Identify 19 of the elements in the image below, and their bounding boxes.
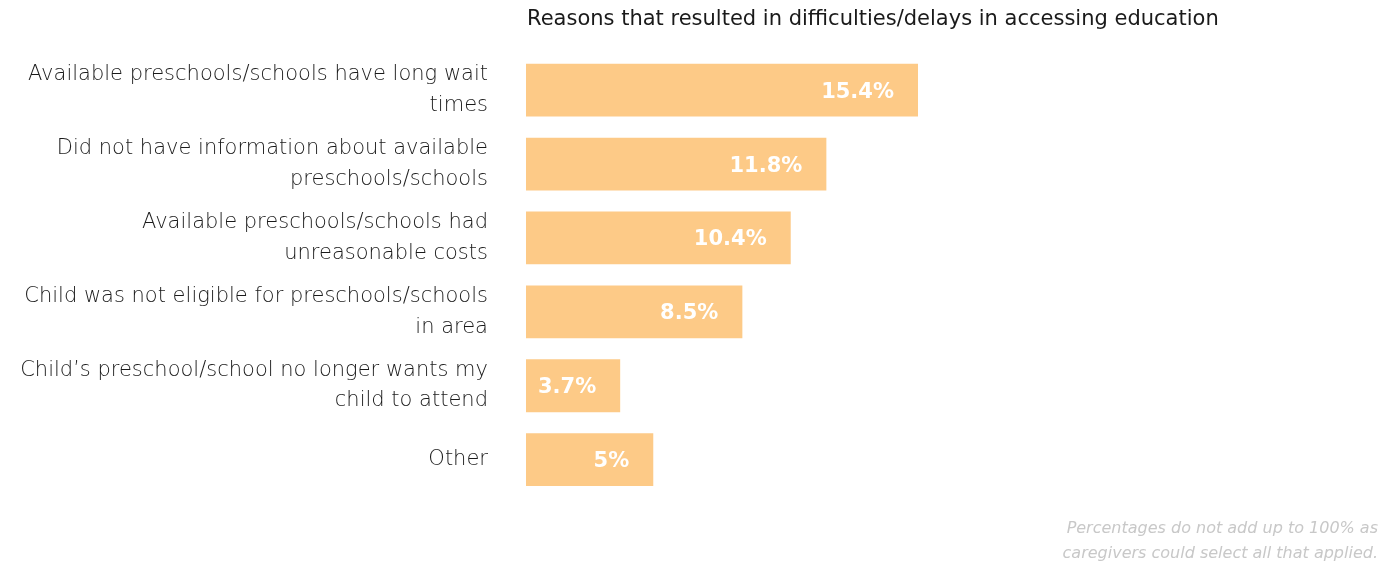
- data-label: 11.8%: [729, 152, 803, 177]
- y-tick-label: Available preschools/schools had unreasonable costs: [142, 209, 488, 264]
- chart-title: Reasons that resulted in difficulties/delays in accessing education: [527, 6, 1219, 30]
- y-tick-label: Child was not eligible for preschools/schools in area: [24, 283, 488, 338]
- y-tick-label: Other: [428, 446, 489, 471]
- bar: [526, 137, 827, 191]
- bar: [526, 433, 654, 487]
- data-label: 5%: [593, 448, 630, 473]
- data-label: 3.7%: [537, 374, 597, 399]
- bar: [526, 211, 791, 265]
- bar: [526, 359, 621, 413]
- bar: [526, 285, 743, 339]
- y-tick-label: Child’s preschool/school no longer wants my child to attend: [20, 356, 488, 412]
- data-label: 10.4%: [693, 226, 767, 251]
- bar: [526, 63, 918, 117]
- y-tick-label: Did not have information about available preschools/schools: [56, 135, 488, 190]
- data-label: 8.5%: [660, 300, 719, 325]
- y-tick-label: Available preschools/schools have long wait times: [27, 61, 488, 116]
- data-label: 15.4%: [821, 78, 894, 103]
